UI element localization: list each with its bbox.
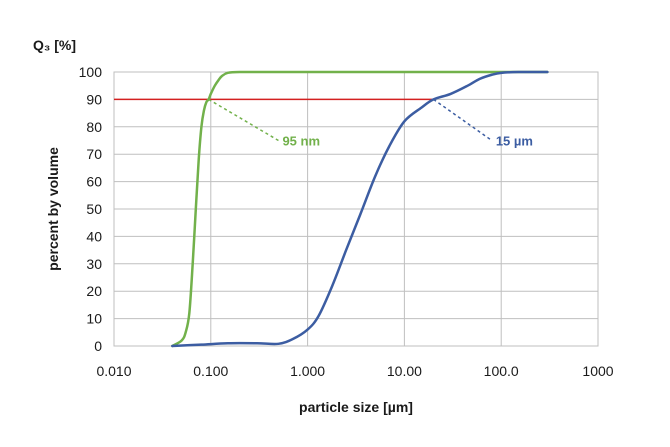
annotation-leader-1: [208, 98, 279, 142]
annotation-leader-2: [433, 98, 493, 142]
tick-labels: 0 10 20 30 40 50 60 70 80 90 100 0.010 0.100 1.000 10.…: [79, 64, 614, 379]
annotation-label-1: 95 nm: [282, 134, 320, 149]
x-tick-label: 10.00: [387, 363, 422, 379]
y-tick-label: 60: [86, 174, 102, 190]
y-axis-title: percent by volume: [45, 147, 61, 271]
y-tick-label: 80: [86, 119, 102, 135]
y-tick-label: 0: [94, 338, 102, 354]
series-line-2: [171, 70, 549, 348]
y-tick-label: 10: [86, 311, 102, 327]
x-tick-label: 1.000: [290, 363, 325, 379]
y-tick-label: 40: [86, 228, 102, 244]
y-tick-label: 30: [86, 256, 102, 272]
series-layer: [171, 70, 549, 348]
x-axis-title: particle size [µm]: [299, 399, 413, 415]
grid-layer: [113, 71, 599, 347]
y-tick-label: 100: [79, 64, 103, 80]
x-tick-label: 0.010: [96, 363, 131, 379]
annotation-layer: 95 nm 15 µm: [208, 98, 533, 149]
series-line-1: [171, 70, 549, 348]
x-tick-label: 0.100: [193, 363, 228, 379]
annotation-label-2: 15 µm: [496, 134, 533, 149]
y-tick-label: 90: [86, 91, 102, 107]
y-tick-label: 20: [86, 283, 102, 299]
x-tick-label: 1000: [582, 363, 613, 379]
x-tick-label: 100.0: [484, 363, 519, 379]
y-tick-label: 50: [86, 201, 102, 217]
y-unit-label: Q₃ [%]: [33, 37, 76, 53]
y-tick-label: 70: [86, 146, 102, 162]
